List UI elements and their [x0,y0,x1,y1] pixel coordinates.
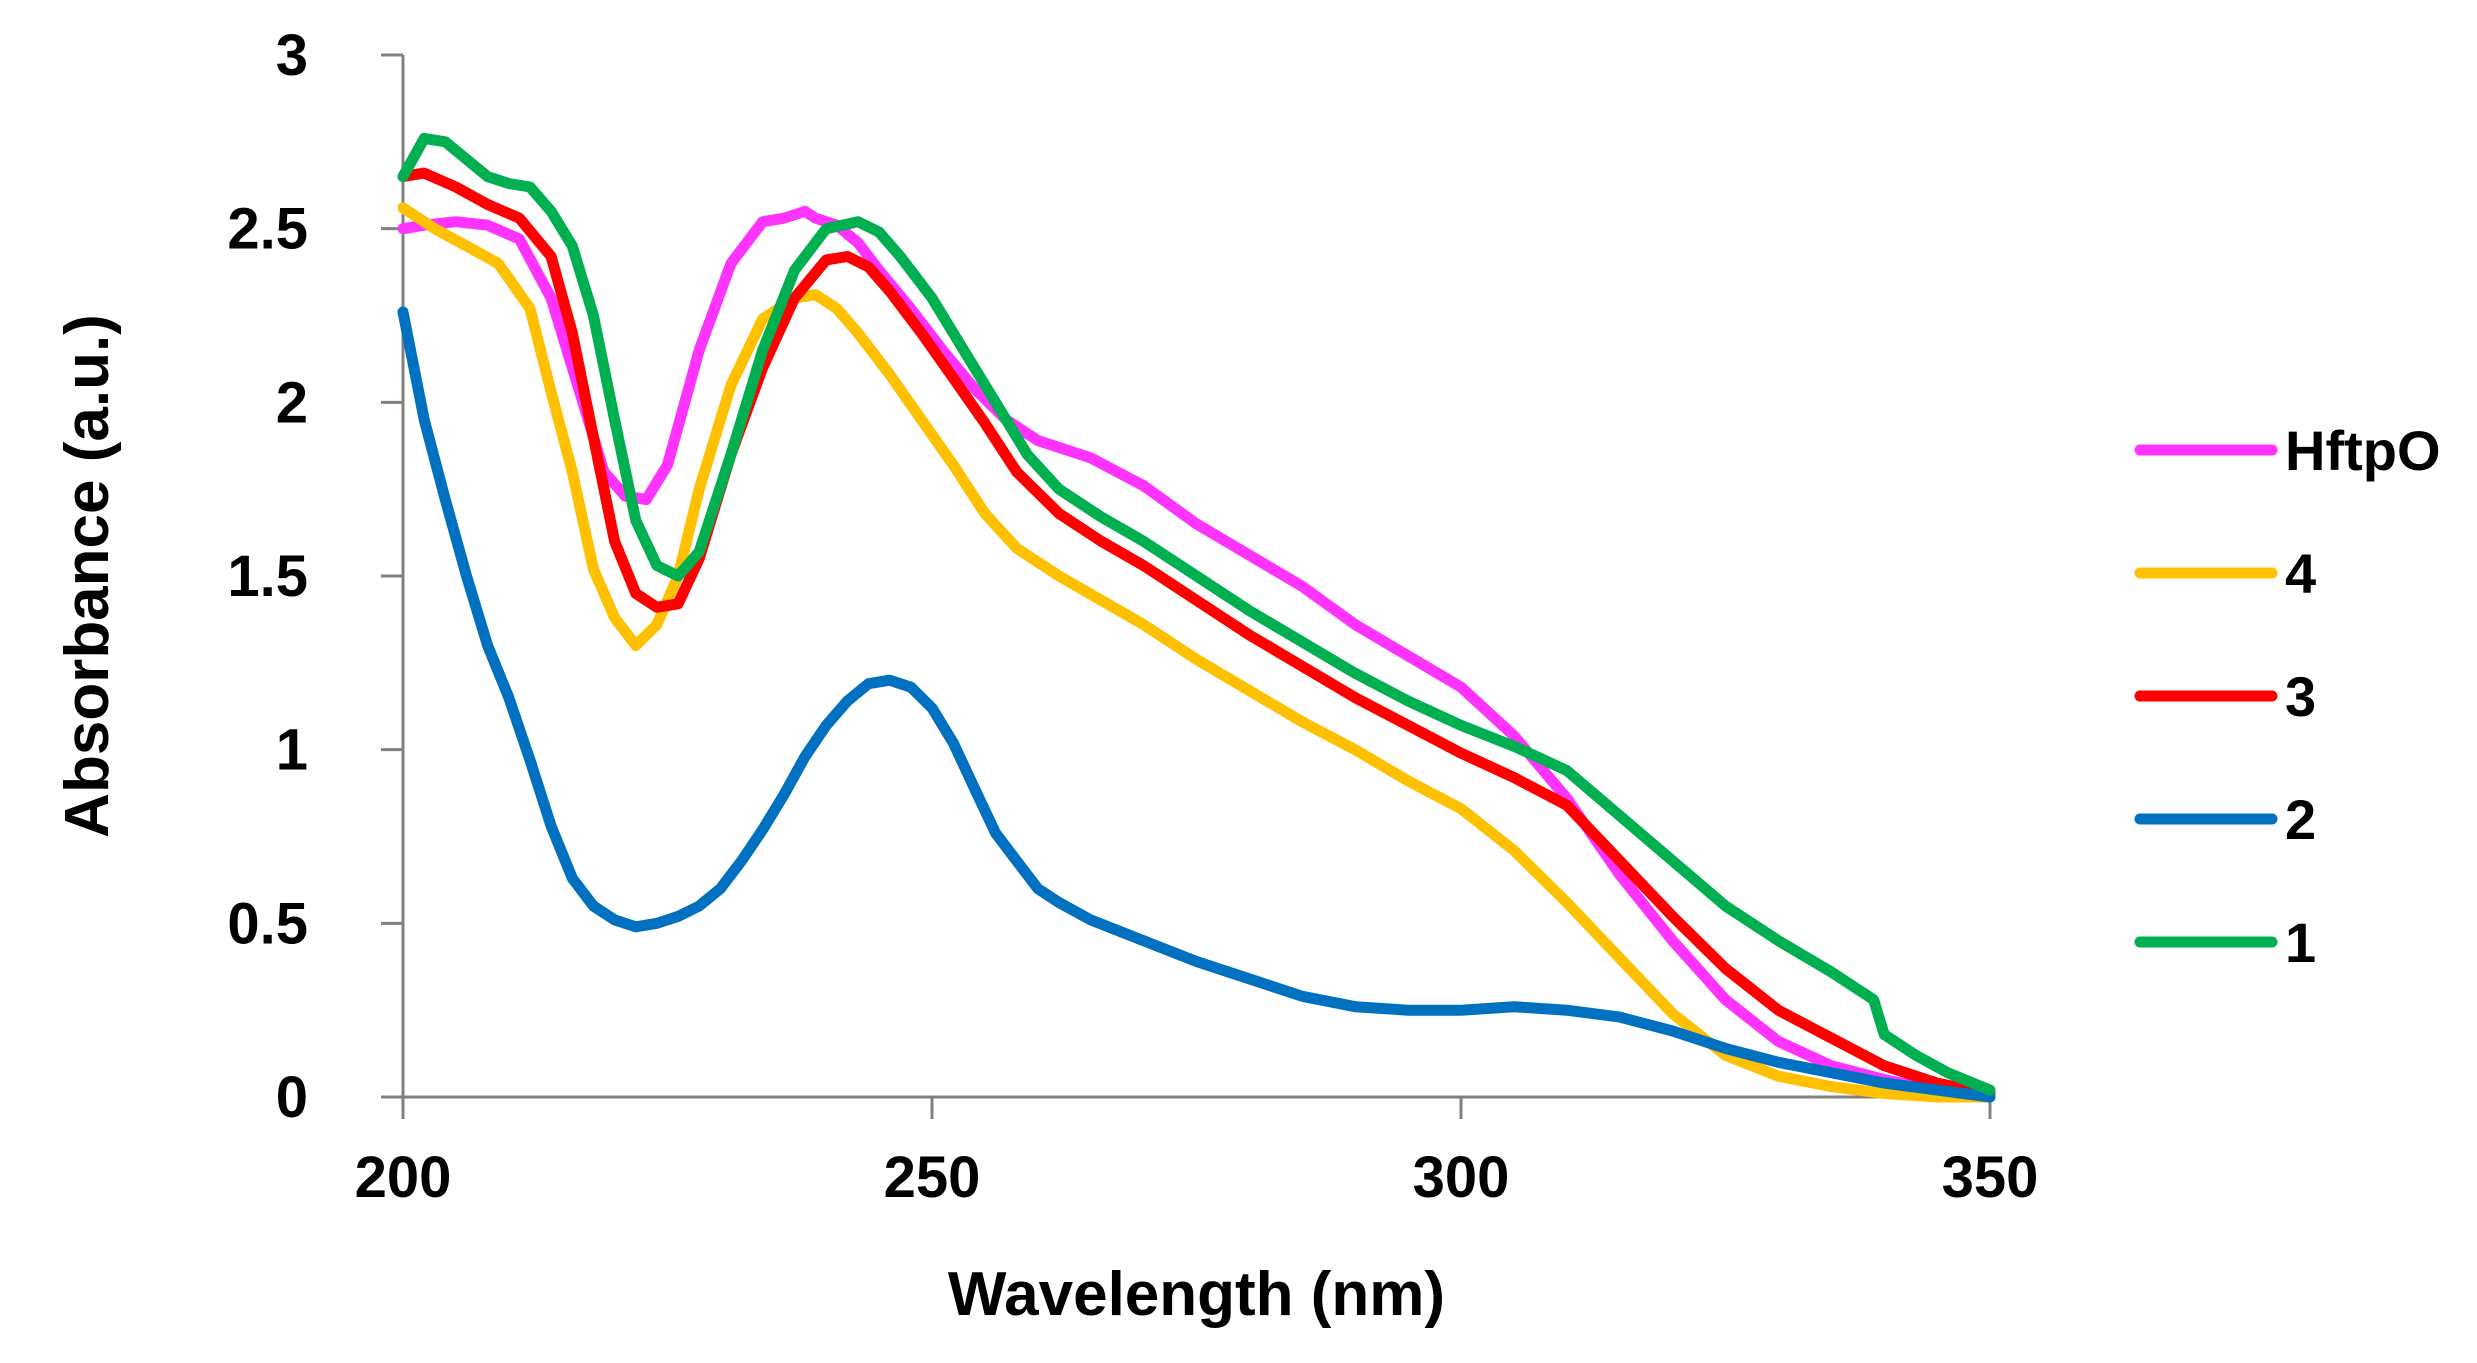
series-line-1 [397,132,1996,1096]
y-tick-label: 0 [276,1065,308,1130]
legend-label-2: 2 [2285,788,2316,851]
series-line-3 [397,167,1996,1099]
y-axis-ticks: 0 0.5 1 1.5 2 2.5 3 [227,23,403,1130]
y-tick-label: 2.5 [227,197,308,262]
series-lines [397,132,1996,1103]
x-tick-label: 200 [355,1145,452,1210]
legend-label-1: 1 [2285,911,2316,974]
y-axis-title: Absorbance (a.u.) [53,314,122,838]
y-tick-label: 1.5 [227,544,308,609]
series-line-4 [397,202,1996,1103]
x-axis-ticks: 200 250 300 350 [355,1097,2039,1210]
x-tick-label: 350 [1942,1145,2039,1210]
legend: HftpO 4 3 2 1 [2134,419,2441,974]
x-tick-label: 250 [884,1145,981,1210]
legend-label-4: 4 [2285,542,2316,605]
legend-label-hftpo: HftpO [2285,419,2441,482]
y-tick-label: 2 [276,370,308,435]
y-tick-label: 0.5 [227,891,308,956]
series-line-2 [397,306,1996,1103]
y-tick-label: 3 [276,23,308,88]
y-tick-label: 1 [276,718,308,783]
legend-label-3: 3 [2285,665,2316,728]
x-axis-title: Wavelength (nm) [948,1260,1445,1329]
x-tick-label: 300 [1413,1145,1510,1210]
